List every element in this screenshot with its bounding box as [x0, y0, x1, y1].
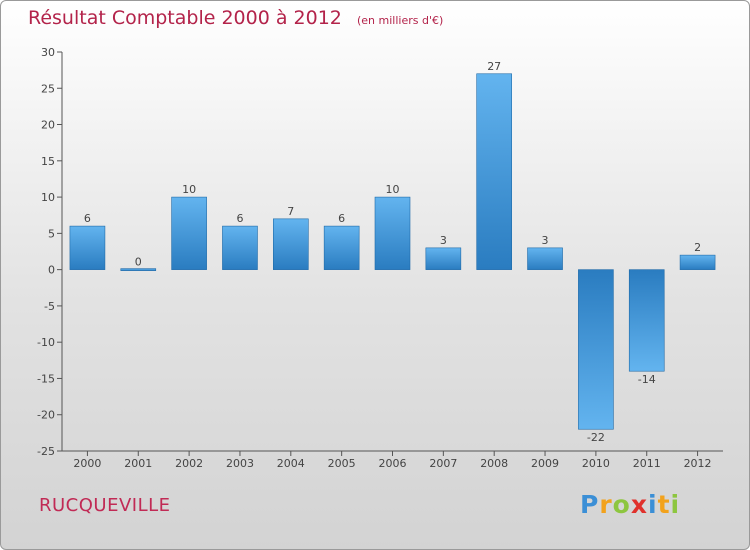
x-tick-label: 2007 — [429, 457, 457, 470]
data-label: -22 — [587, 431, 605, 444]
x-tick-label: 2009 — [531, 457, 559, 470]
bar-2006 — [374, 196, 411, 270]
bar-2003 — [222, 225, 258, 270]
bar-2001 — [120, 268, 157, 271]
x-tick-label: 2001 — [124, 457, 152, 470]
data-label: 7 — [287, 205, 294, 218]
logo-letter: P — [580, 490, 600, 519]
x-tick-label: 2004 — [277, 457, 305, 470]
data-label: 3 — [440, 234, 447, 247]
bar-2011 — [628, 269, 665, 372]
logo-letter: x — [630, 490, 648, 519]
data-label: 10 — [386, 183, 400, 196]
y-tick-label: -20 — [37, 409, 55, 422]
x-tick-label: 2008 — [480, 457, 508, 470]
data-label: 27 — [487, 60, 501, 73]
bar-2000 — [69, 225, 106, 270]
y-tick-label: 0 — [48, 264, 55, 277]
y-tick-label: 15 — [41, 155, 55, 168]
x-tick-label: 2012 — [684, 457, 712, 470]
y-tick-label: 25 — [41, 82, 55, 95]
chart-unit-text: (en milliers d'€) — [356, 14, 444, 27]
x-tick-label: 2006 — [379, 457, 407, 470]
data-label: 6 — [236, 212, 243, 225]
logo-letter: r — [599, 490, 613, 519]
logo-letter: t — [657, 490, 671, 519]
logo-letter: i — [670, 490, 681, 519]
bar-2012 — [679, 254, 716, 270]
commune-name: RUCQUEVILLE — [39, 495, 171, 516]
bar-2010 — [578, 269, 614, 430]
y-tick-label: -5 — [44, 300, 55, 313]
x-tick-label: 2000 — [73, 457, 101, 470]
bar-2005 — [323, 225, 360, 270]
data-label: 0 — [135, 256, 142, 269]
y-tick-label: 30 — [41, 46, 55, 59]
data-label: 10 — [182, 183, 196, 196]
x-tick-label: 2011 — [633, 457, 661, 470]
chart-title: Résultat Comptable 2000 à 2012 (en milli… — [28, 7, 443, 29]
bar-2002 — [171, 196, 207, 270]
data-label: -14 — [638, 373, 656, 386]
data-label: 2 — [694, 241, 701, 254]
y-tick-label: -15 — [37, 372, 55, 385]
y-tick-label: -25 — [37, 445, 55, 458]
logo-letter: i — [648, 490, 658, 519]
chart-title-text: Résultat Comptable 2000 à 2012 — [28, 7, 342, 29]
y-tick-label: 10 — [41, 191, 55, 204]
y-tick-label: 5 — [48, 227, 55, 240]
data-label: 6 — [84, 212, 91, 225]
x-tick-label: 2003 — [226, 457, 254, 470]
logo-letter: o — [612, 490, 631, 519]
data-label: 3 — [542, 234, 549, 247]
data-label: 6 — [338, 212, 345, 225]
bar-2008 — [476, 73, 512, 270]
y-tick-label: 20 — [41, 119, 55, 132]
y-tick-label: -10 — [37, 336, 55, 349]
x-tick-label: 2005 — [328, 457, 356, 470]
proxiti-logo[interactable]: Proxiti — [580, 490, 680, 519]
bar-2004 — [273, 218, 309, 270]
bar-2009 — [527, 247, 563, 270]
x-tick-label: 2010 — [582, 457, 610, 470]
bar-2007 — [425, 247, 462, 270]
x-tick-label: 2002 — [175, 457, 203, 470]
